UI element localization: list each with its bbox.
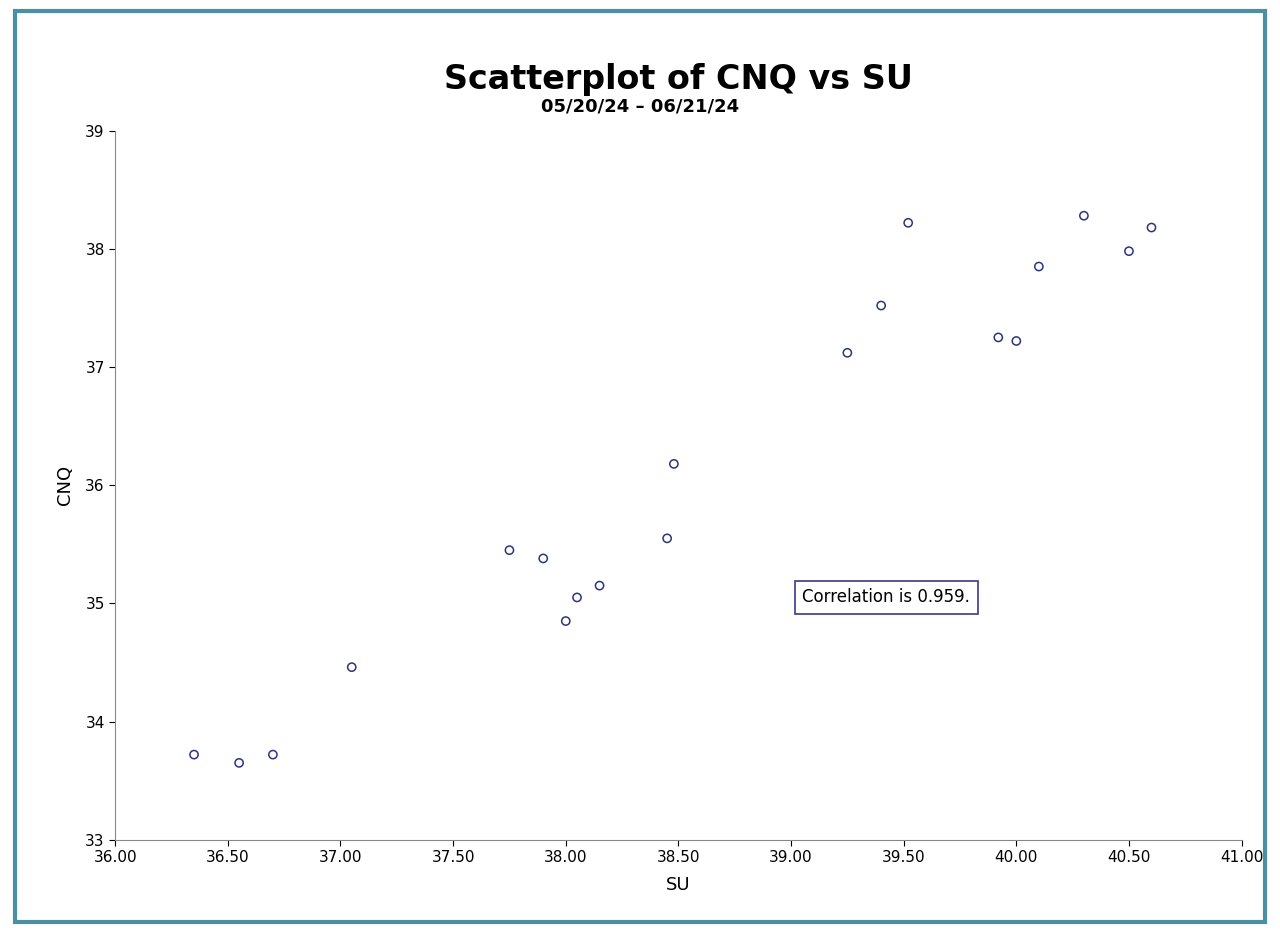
Point (556, 614, 576, 629)
Point (663, 456, 684, 471)
Point (262, 747, 283, 762)
X-axis label: SU: SU (666, 876, 691, 894)
Point (342, 660, 362, 675)
Point (229, 756, 250, 771)
Title: Scatterplot of CNQ vs SU: Scatterplot of CNQ vs SU (444, 63, 913, 96)
Point (184, 747, 205, 762)
Point (837, 345, 858, 360)
Point (532, 551, 553, 566)
Point (1119, 244, 1139, 258)
Point (589, 578, 609, 593)
Text: Correlation is 0.959.: Correlation is 0.959. (803, 589, 970, 606)
Point (499, 543, 520, 558)
Point (870, 298, 891, 313)
Text: 05/20/24 – 06/21/24: 05/20/24 – 06/21/24 (541, 98, 739, 116)
Point (657, 531, 677, 546)
Point (899, 216, 919, 230)
Point (1006, 333, 1027, 348)
Point (988, 330, 1009, 345)
Point (1074, 208, 1094, 223)
Point (1142, 220, 1162, 235)
Y-axis label: CNQ: CNQ (56, 465, 74, 506)
Point (567, 590, 588, 605)
Point (1029, 259, 1050, 274)
